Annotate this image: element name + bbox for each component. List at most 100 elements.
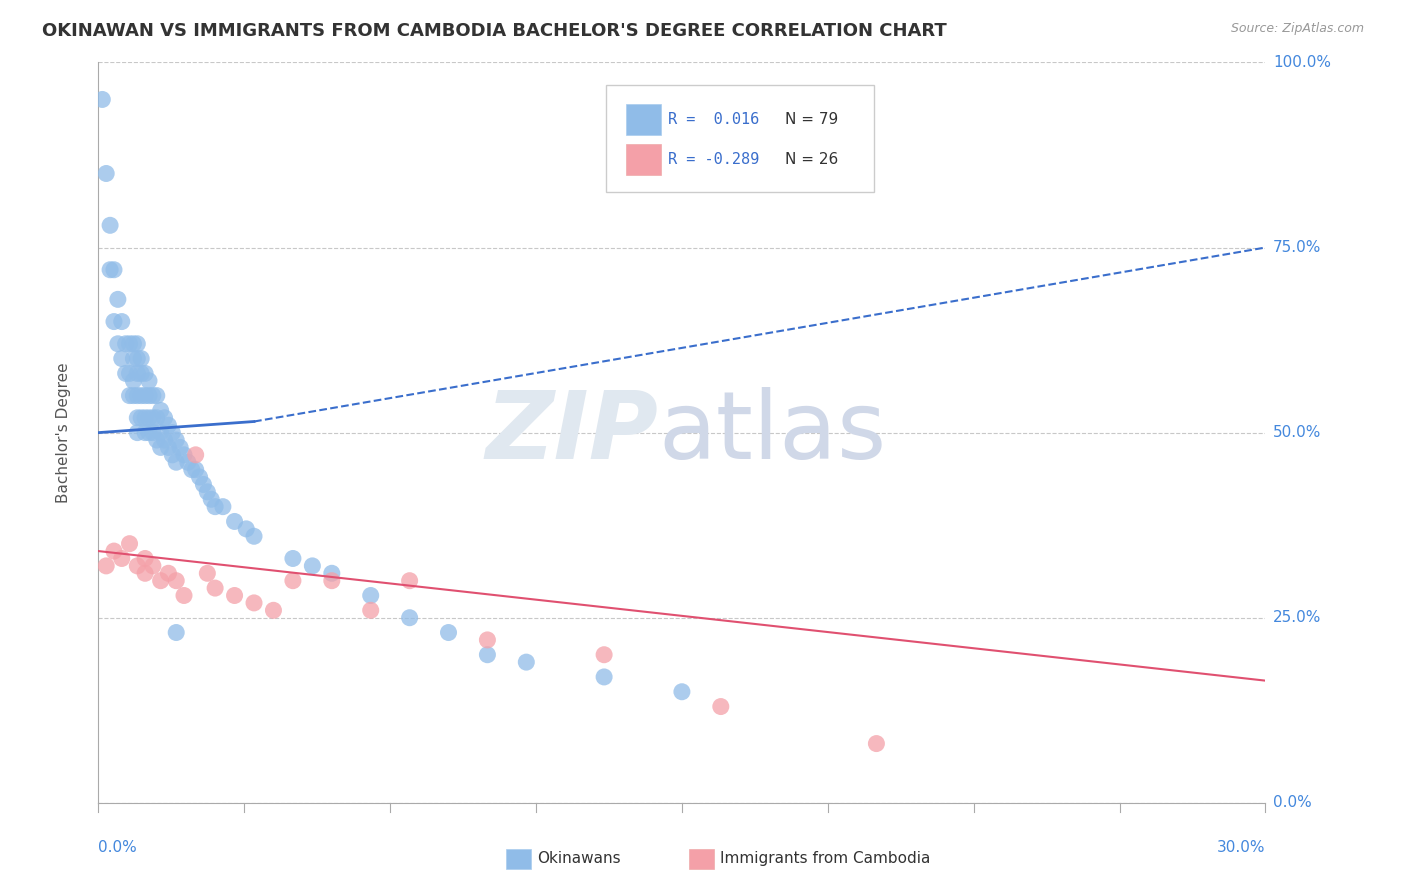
Text: N = 79: N = 79 (785, 112, 838, 127)
Point (149, 403, 172, 417)
Point (281, 551, 304, 566)
Text: N = 26: N = 26 (785, 152, 838, 167)
Point (134, 367, 156, 381)
Point (153, 410, 176, 425)
Point (398, 574, 420, 588)
Point (243, 596, 266, 610)
Point (129, 388, 152, 402)
Point (111, 314, 134, 328)
Point (103, 544, 125, 558)
Point (122, 351, 145, 366)
Point (129, 351, 152, 366)
Point (146, 388, 169, 402)
Text: 25.0%: 25.0% (1274, 610, 1322, 625)
Text: R =  0.016: R = 0.016 (668, 112, 759, 127)
Point (515, 655, 537, 669)
Point (129, 367, 152, 381)
Point (157, 441, 180, 455)
Point (177, 455, 200, 469)
Point (127, 558, 149, 573)
Point (138, 410, 160, 425)
Point (111, 551, 134, 566)
Point (157, 418, 180, 433)
Point (195, 484, 218, 499)
Point (96, 166, 118, 180)
Point (180, 462, 202, 476)
Text: Source: ZipAtlas.com: Source: ZipAtlas.com (1230, 22, 1364, 36)
Point (224, 515, 246, 529)
Text: Okinawans: Okinawans (537, 852, 620, 866)
Point (142, 410, 165, 425)
Point (103, 314, 125, 328)
Point (262, 603, 284, 617)
Text: atlas: atlas (658, 386, 887, 479)
Point (146, 433, 169, 447)
Point (134, 551, 156, 566)
Point (165, 574, 187, 588)
Text: Bachelor's Degree: Bachelor's Degree (56, 362, 70, 503)
Point (142, 388, 165, 402)
Point (122, 374, 145, 388)
Point (149, 425, 172, 440)
Point (107, 336, 129, 351)
Point (193, 477, 215, 491)
Point (142, 558, 165, 573)
Point (593, 648, 616, 662)
Point (157, 566, 180, 581)
Point (710, 699, 733, 714)
Point (162, 448, 184, 462)
Point (127, 410, 149, 425)
Point (321, 566, 343, 581)
Point (360, 589, 382, 603)
Point (103, 262, 125, 277)
Point (127, 425, 149, 440)
Point (188, 470, 211, 484)
Point (224, 589, 246, 603)
Point (398, 610, 420, 624)
Point (360, 603, 382, 617)
Text: R = -0.289: R = -0.289 (668, 152, 759, 167)
Point (477, 648, 499, 662)
Point (98, 219, 121, 233)
Point (118, 336, 141, 351)
Text: 0.0%: 0.0% (98, 840, 138, 855)
Point (142, 425, 165, 440)
Point (437, 625, 460, 640)
Text: OKINAWAN VS IMMIGRANTS FROM CAMBODIA BACHELOR'S DEGREE CORRELATION CHART: OKINAWAN VS IMMIGRANTS FROM CAMBODIA BAC… (42, 22, 946, 40)
Point (118, 388, 141, 402)
Point (111, 351, 134, 366)
Point (129, 410, 152, 425)
Point (114, 367, 136, 381)
Point (281, 574, 304, 588)
Text: ZIP: ZIP (485, 386, 658, 479)
Point (204, 581, 226, 595)
Bar (626, 144, 661, 175)
Point (118, 367, 141, 381)
Point (134, 410, 156, 425)
Point (118, 536, 141, 550)
Point (122, 388, 145, 402)
Point (235, 522, 257, 536)
Point (146, 410, 169, 425)
Point (200, 492, 222, 507)
Point (162, 425, 184, 440)
Point (138, 388, 160, 402)
Point (149, 441, 172, 455)
Point (127, 351, 149, 366)
Point (138, 374, 160, 388)
Point (127, 388, 149, 402)
Bar (626, 103, 661, 135)
Point (134, 566, 156, 581)
Point (165, 455, 187, 469)
Point (134, 425, 156, 440)
Point (149, 574, 172, 588)
Point (122, 336, 145, 351)
Point (195, 566, 218, 581)
FancyBboxPatch shape (606, 85, 875, 192)
Point (107, 293, 129, 307)
Text: 0.0%: 0.0% (1274, 796, 1312, 810)
Point (138, 425, 160, 440)
Text: 30.0%: 30.0% (1218, 840, 1265, 855)
Point (671, 685, 693, 699)
Point (127, 336, 149, 351)
